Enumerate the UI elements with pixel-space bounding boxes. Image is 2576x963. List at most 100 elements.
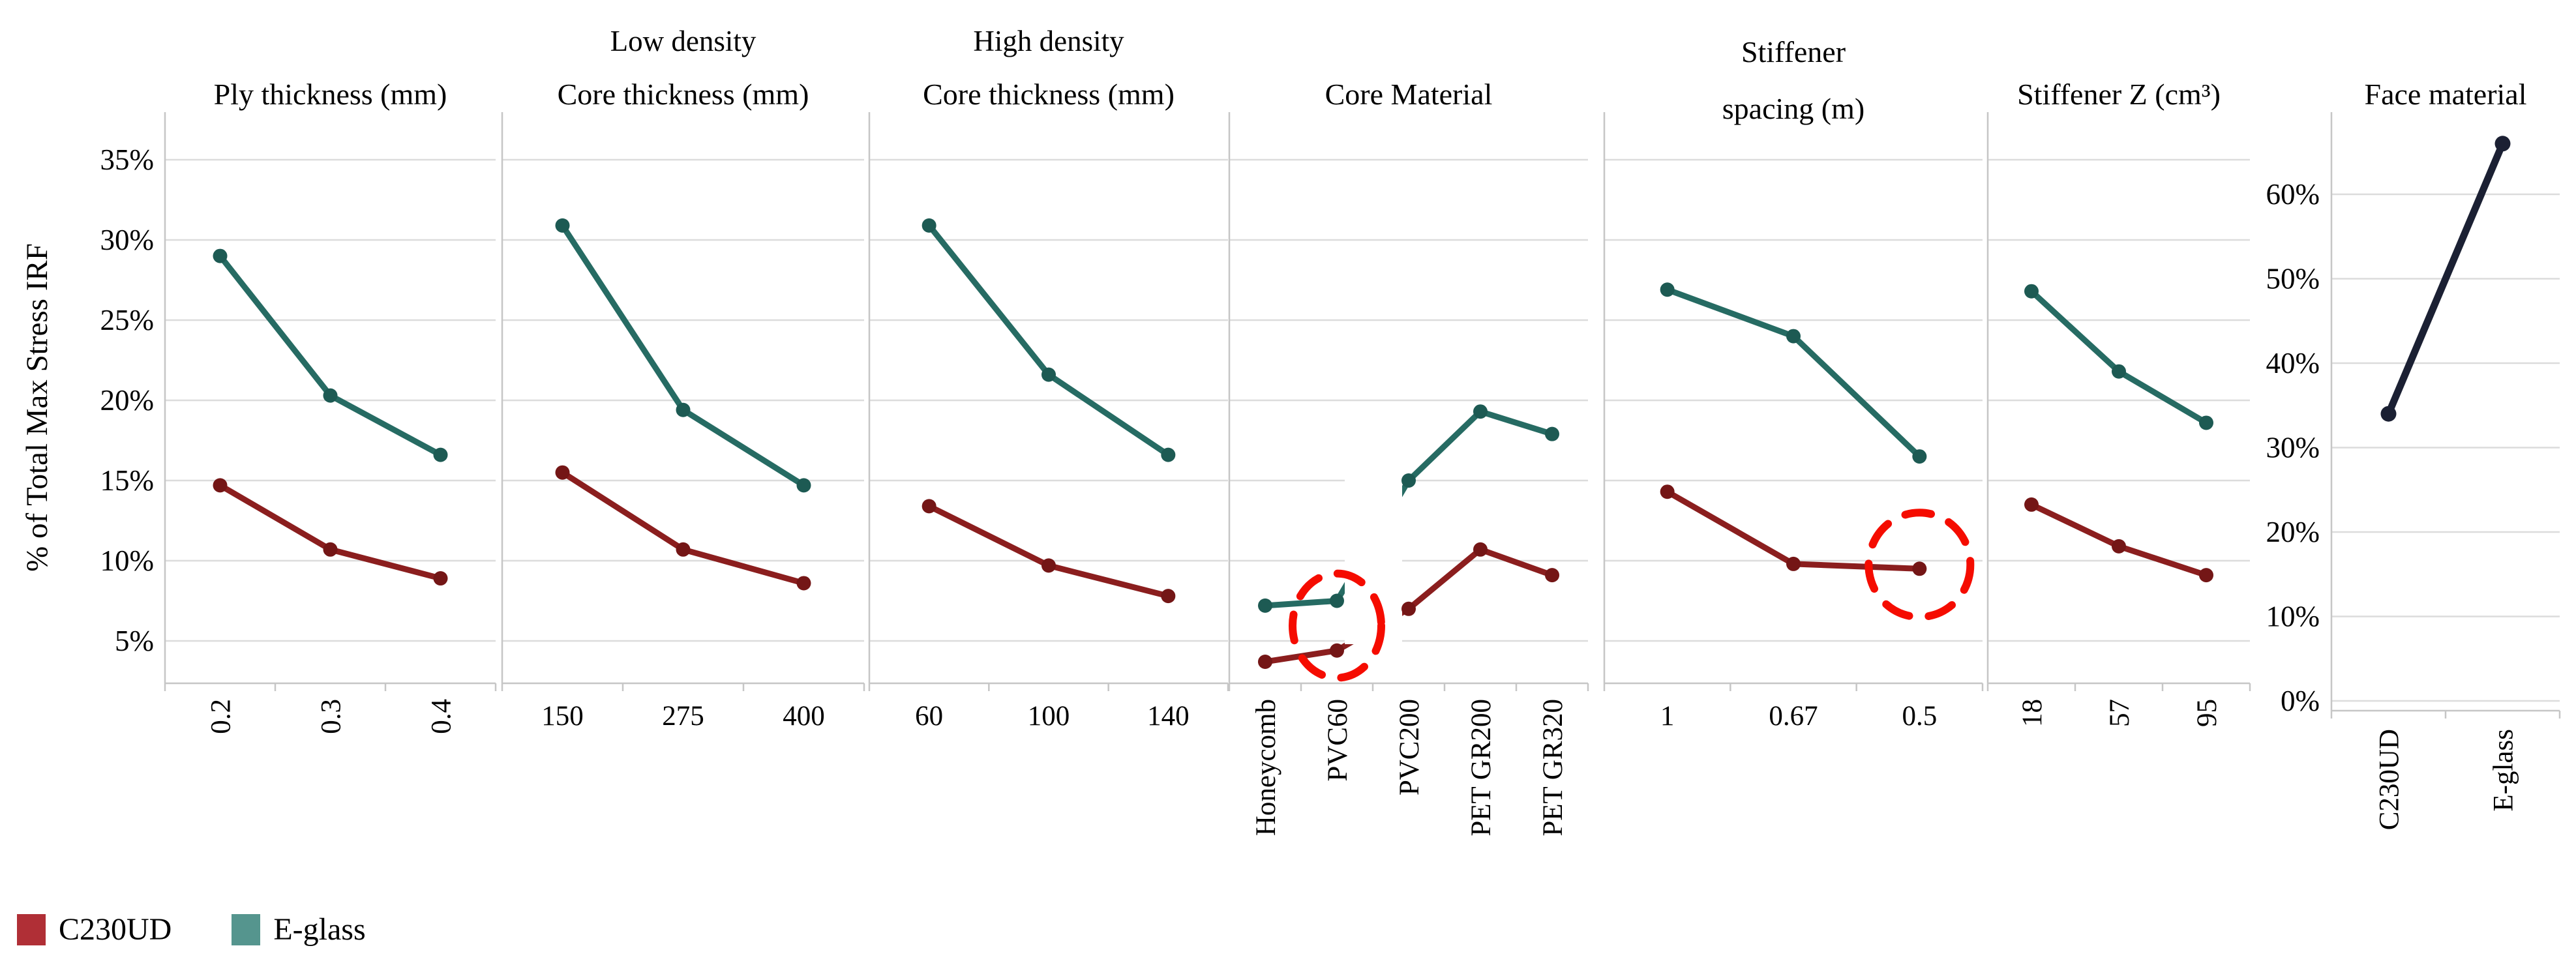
- series-line-c230ud: [560, 469, 807, 586]
- data-point-e-glass-18: [2024, 284, 2039, 299]
- panel-title: Ply thickness (mm): [214, 78, 447, 111]
- legend-label-eglass: E-glass: [273, 912, 366, 947]
- x-tick-label: PVC200: [1394, 699, 1425, 795]
- series-line-e-glass: [1664, 286, 1923, 460]
- data-point-c230ud-275: [676, 542, 691, 557]
- panel-supertitle: High density: [973, 25, 1124, 57]
- series-line-face-material: [2385, 140, 2506, 418]
- data-point-c230ud-140: [1161, 589, 1176, 604]
- face-y-tick-label: 40%: [2266, 347, 2320, 379]
- legend-item-eglass: E-glass: [232, 911, 366, 947]
- data-point-e-glass-0.5: [1912, 449, 1927, 464]
- face-y-tick-label: 10%: [2266, 600, 2320, 633]
- y-axis-tick-label: 20%: [100, 384, 155, 417]
- panel-title: Stiffener Z (cm³): [2017, 78, 2221, 111]
- data-point-c230ud-pvc200: [1401, 601, 1416, 616]
- panel-title: Core Material: [1325, 78, 1493, 111]
- data-point-c230ud-400: [796, 576, 811, 591]
- data-point-c230ud-0.5: [1912, 561, 1927, 576]
- x-tick-label: 57: [2104, 699, 2135, 727]
- data-point-c230ud-pet-gr320: [1545, 568, 1559, 583]
- data-point-c230ud-60: [921, 499, 936, 514]
- y-axis-tick-label: 5%: [115, 625, 154, 657]
- y-axis-tick-label: 10%: [100, 544, 155, 577]
- y-axis-tick-label: 35%: [100, 143, 155, 176]
- data-point-c230ud-pet-gr200: [1473, 542, 1488, 557]
- panel-title: Core thickness (mm): [923, 78, 1175, 111]
- data-point-c230ud-0.4: [433, 571, 448, 586]
- data-point-e-glass-pet-gr200: [1473, 404, 1488, 419]
- series-line-e-glass: [560, 222, 807, 488]
- panel-ply-thickness: Ply thickness (mm) 0.2 0.3 0.4: [164, 78, 497, 734]
- y-axis-tick-label: 30%: [100, 224, 155, 256]
- y-axis-tick-label: 25%: [100, 304, 155, 336]
- data-point-c230ud-57: [2112, 539, 2126, 554]
- data-point-face-material-c230ud: [2380, 406, 2397, 422]
- x-tick-label: 60: [915, 701, 943, 732]
- panel-stiffener-z: Stiffener Z (cm³) 18 57 95: [1986, 78, 2251, 727]
- data-point-e-glass-60: [921, 218, 936, 233]
- x-tick-label: PET GR200: [1466, 699, 1497, 837]
- x-tick-label: E-glass: [2489, 729, 2519, 812]
- data-point-e-glass-pet-gr320: [1545, 426, 1559, 441]
- panel-title: Face material: [2364, 78, 2526, 111]
- x-tick-label: 275: [662, 701, 704, 732]
- panel-core-thickness-high-density: High density Core thickness (mm) 60 100 140: [868, 25, 1229, 732]
- data-point-e-glass-57: [2112, 364, 2126, 379]
- line-break-patch: [1345, 456, 1402, 644]
- data-point-c230ud-150: [555, 465, 570, 480]
- x-tick-label: PET GR320: [1538, 699, 1568, 837]
- x-tick-label: 0.5: [1902, 701, 1937, 732]
- data-point-face-material-e-glass: [2494, 136, 2511, 152]
- data-point-c230ud-18: [2024, 497, 2039, 512]
- panel-title-line2: spacing (m): [1722, 92, 1865, 125]
- x-tick-label: 0.3: [316, 699, 347, 734]
- data-point-e-glass-100: [1041, 367, 1056, 382]
- face-y-tick-label: 60%: [2266, 178, 2320, 211]
- data-point-e-glass-95: [2199, 415, 2213, 430]
- x-tick-label: 0.67: [1769, 701, 1818, 732]
- data-point-c230ud-0.67: [1786, 556, 1801, 571]
- data-point-e-glass-0.4: [433, 447, 448, 462]
- data-point-c230ud-0.3: [323, 542, 338, 557]
- highlight-dashed-circle-icon: [1865, 509, 1975, 621]
- x-tick-label: 18: [2017, 699, 2048, 727]
- y-axis-tick-label: 15%: [100, 464, 155, 497]
- data-point-e-glass-0.3: [323, 388, 338, 403]
- series-line-c230ud: [926, 503, 1171, 599]
- x-tick-label: PVC60: [1323, 699, 1353, 782]
- highlight-dashed-circle-icon: [1289, 569, 1385, 682]
- data-point-c230ud-pvc60: [1330, 643, 1344, 658]
- face-y-tick-label: 50%: [2266, 263, 2320, 295]
- data-point-e-glass-pvc200: [1401, 473, 1416, 488]
- series-line-e-glass: [2028, 288, 2209, 426]
- panel-core-thickness-low-density: Low density Core thickness (mm) 150 275 400: [501, 25, 865, 732]
- face-y-tick-label: 0%: [2281, 685, 2320, 717]
- x-tick-label: C230UD: [2374, 729, 2405, 830]
- x-tick-label: 1: [1660, 701, 1675, 732]
- data-point-c230ud-0.2: [213, 478, 228, 493]
- c230ud-swatch-icon: [17, 913, 46, 945]
- series-line-e-glass: [217, 253, 443, 458]
- legend-item-c230ud: C230UD: [17, 911, 172, 947]
- panel-title-line1: Stiffener: [1741, 35, 1846, 68]
- series-line-e-glass: [1262, 408, 1555, 609]
- panel-face-material: 60% 50% 40% 30% 20% 10% 0% Face material C230UD E…: [2266, 78, 2561, 830]
- data-point-e-glass-400: [796, 478, 811, 493]
- panel-supertitle: Low density: [610, 25, 756, 57]
- data-point-e-glass-pvc60: [1330, 593, 1344, 608]
- panel-core-material: Core Material Honeycomb PVC60 PVC200 PET GR2…: [1228, 78, 1589, 837]
- x-tick-label: 400: [783, 701, 825, 732]
- panel-title: Core thickness (mm): [558, 78, 809, 111]
- data-point-e-glass-150: [555, 218, 570, 233]
- y-axis-title: % of Total Max Stress IRF: [20, 243, 54, 572]
- data-point-c230ud-1: [1660, 484, 1675, 499]
- data-point-e-glass-140: [1161, 447, 1176, 462]
- legend: C230UD E-glass: [17, 911, 366, 947]
- series-line-c230ud: [217, 482, 443, 582]
- series-line-e-glass: [926, 222, 1171, 458]
- face-y-tick-label: 20%: [2266, 516, 2320, 548]
- eglass-swatch-icon: [232, 913, 261, 945]
